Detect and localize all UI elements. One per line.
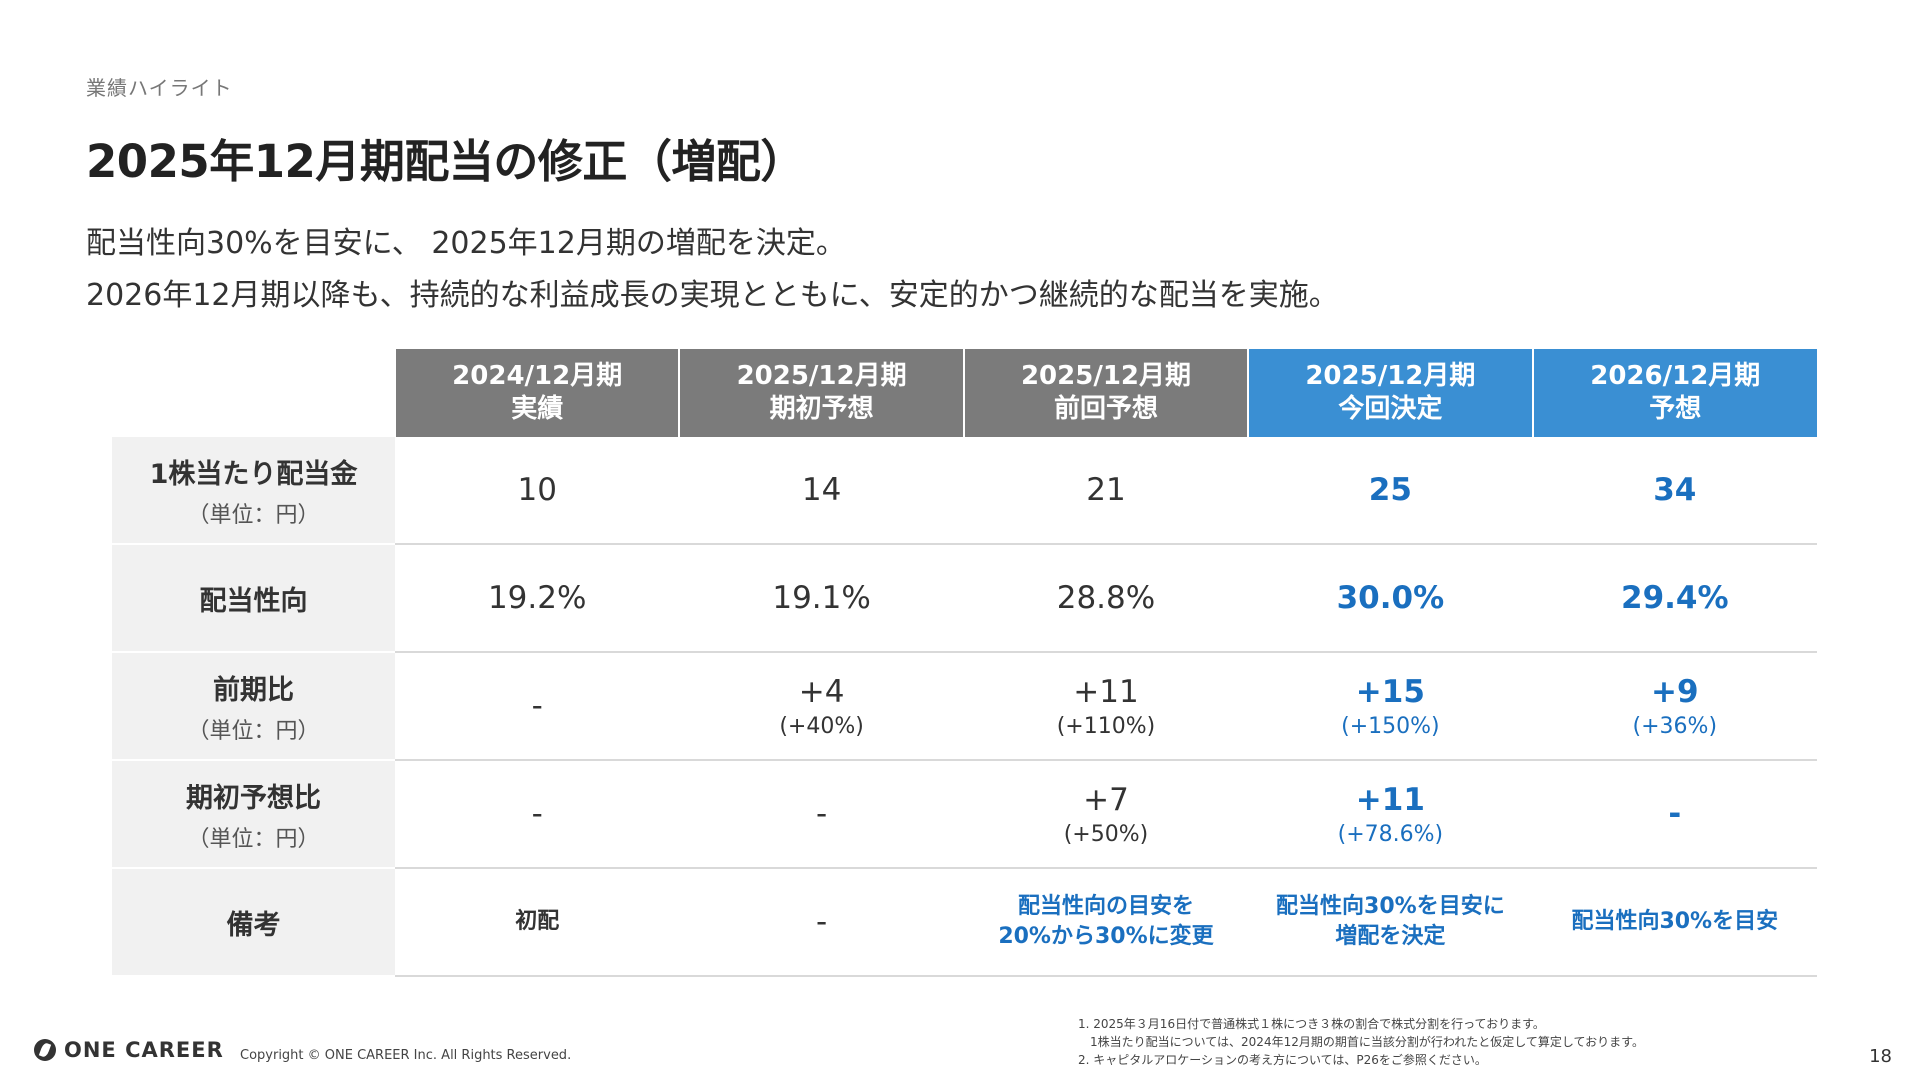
footnote: 1株当たり配当については、2024年12月期の期首に当該分割が行われたと仮定して… [1078,1035,1644,1049]
table-header-row: 2024/12月期 実績 2025/12月期 期初予想 2025/12月期 前回予想 … [112,349,1817,437]
table-cell: 配当性向30%を目安に 増配を決定 [1248,868,1533,977]
table-cell: +15 (+150%) [1248,652,1533,761]
table-cell: 19.2% [395,544,680,653]
lead-line-2: 2026年12月期以降も、持続的な利益成長の実現とともに、安定的かつ継続的な配当… [86,278,1339,313]
table-cell: - [395,652,680,761]
dividend-table: 2024/12月期 実績 2025/12月期 期初予想 2025/12月期 前回予想 … [112,349,1817,977]
table-cell: +11 (+78.6%) [1248,760,1533,869]
footnote: 1. 2025年３月16日付で普通株式１株につき３株の割合で株式分割を行っており… [1078,1017,1545,1031]
table-cell: 配当性向30%を目安 [1532,868,1817,977]
footnotes: 1. 2025年３月16日付で普通株式１株につき３株の割合で株式分割を行っており… [1078,1015,1644,1069]
column-header: 2024/12月期 実績 [393,349,680,437]
table-cell: - [1532,760,1817,869]
table-cell: - [679,760,964,869]
table-cell: 28.8% [963,544,1249,653]
table-cell: 21 [963,437,1249,545]
table-row: 期初予想比 （単位：円） - - +7 (+50%) +11 (+78.6%) - [112,760,1817,869]
column-header: 2025/12月期 前回予想 [962,349,1249,437]
table-cell: - [679,868,964,977]
table-cell: +9 (+36%) [1532,652,1817,761]
column-header: 2025/12月期 期初予想 [678,349,964,437]
lead-line-1: 配当性向30%を目安に、 2025年12月期の増配を決定。 [86,226,846,261]
table-cell: 14 [679,437,964,545]
logo-text: ONE CAREER [64,1038,224,1062]
column-header: 2026/12月期 予想 [1531,349,1817,437]
row-label: 1株当たり配当金 （単位：円） [112,437,395,545]
table-cell: 19.1% [679,544,964,653]
row-label: 備考 [112,868,395,977]
table-row: 配当性向 19.2% 19.1% 28.8% 30.0% 29.4% [112,544,1817,653]
header-blank-cell [112,349,395,437]
table-cell: 10 [395,437,680,545]
page-number: 18 [1869,1046,1892,1067]
table-cell: 配当性向の目安を 20%から30%に変更 [963,868,1249,977]
copyright: Copyright © ONE CAREER Inc. All Rights R… [240,1048,572,1063]
company-logo: ONE CAREER [34,1038,224,1062]
column-header: 2025/12月期 今回決定 [1247,349,1533,437]
table-row: 備考 初配 - 配当性向の目安を 20%から30%に変更 配当性向30%を目安に増… [112,868,1817,977]
table-cell: 29.4% [1532,544,1817,653]
row-label: 期初予想比 （単位：円） [112,760,395,869]
lead-text: 配当性向30%を目安に、 2025年12月期の増配を決定。 2026年12月期以… [86,218,1339,322]
table-row: 前期比 （単位：円） - +4 (+40%) +11 (+110%) +15 (+15… [112,652,1817,761]
table-cell: +7 (+50%) [963,760,1249,869]
section-label: 業績ハイライト [86,76,233,100]
logo-mark-icon [34,1039,56,1061]
table-cell: +11 (+110%) [963,652,1249,761]
table-cell: +4 (+40%) [679,652,964,761]
table-cell: 30.0% [1248,544,1533,653]
table-cell: - [395,760,680,869]
table-cell: 25 [1248,437,1533,545]
row-label: 配当性向 [112,544,395,653]
footnote: 2. キャピタルアロケーションの考え方については、P26をご参照ください。 [1078,1053,1487,1067]
table-cell: 34 [1532,437,1817,545]
page-title: 2025年12月期配当の修正（増配） [86,135,805,188]
table-cell: 初配 [395,868,680,977]
row-label: 前期比 （単位：円） [112,652,395,761]
table-row: 1株当たり配当金 （単位：円） 10 14 21 25 34 [112,437,1817,545]
